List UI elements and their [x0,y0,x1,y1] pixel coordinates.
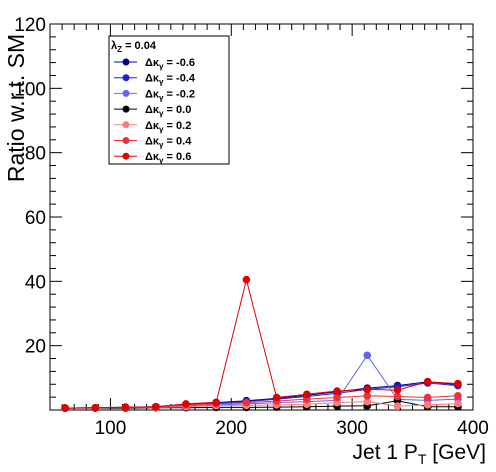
data-point [212,398,220,407]
legend-marker [122,137,130,144]
data-point [242,398,251,407]
data-point [393,386,402,394]
data-point [423,377,432,386]
legend-label: Δκγ = -0.2 [145,88,195,102]
data-point [454,379,462,388]
legend-label: Δκγ = 0.4 [145,136,192,150]
data-point [333,393,341,402]
y-tick-label: 80 [25,144,46,165]
data-point [303,390,311,399]
legend-marker [122,152,130,160]
legend-marker [122,105,130,113]
y-tick-label: 60 [25,208,46,229]
data-point [151,402,160,411]
axes: 100 200 300 400 20 40 60 80 100 120 [14,15,489,439]
data-point [363,392,372,400]
legend-marker [122,74,130,82]
x-tick-label: 400 [457,418,489,439]
legend-label: Δκγ = -0.6 [145,57,195,71]
data-point [272,393,281,402]
x-axis-label-unit: [GeV] [426,441,486,464]
y-tick-label: 40 [25,272,46,293]
data-point [333,387,341,395]
series-group [61,275,462,412]
data-point [363,351,372,360]
data-point [423,401,432,409]
data-point [363,397,372,406]
x-tick-label: 100 [95,418,127,439]
x-axis-label: Jet 1 PT [GeV] [353,441,486,467]
data-point [61,404,69,412]
data-point [363,385,372,394]
x-tick-label: 300 [336,418,368,439]
legend-label: Δκγ = 0.0 [145,104,191,118]
legend-header: λZ = 0.04 [111,40,157,54]
data-point [91,403,100,412]
legend-label: Δκγ = 0.6 [145,151,191,165]
legend-box [108,35,230,165]
data-point [393,392,402,401]
y-tick-label: 120 [14,15,46,36]
legend-marker [122,58,130,66]
data-point [454,399,462,408]
data-point [423,393,432,402]
series-line [65,400,458,409]
y-tick-label: 20 [25,337,46,358]
y-tick-label: 100 [14,79,46,100]
x-tick-label: 200 [215,418,247,439]
y-axis-label: Ratio w.r.t. SM [3,34,29,182]
legend-label: Δκγ = 0.2 [145,120,191,134]
data-point [242,275,251,284]
data-point [182,400,190,408]
data-point [454,392,462,400]
legend-marker [122,89,130,97]
legend-header-subscript: Z [117,45,122,54]
legend-label: Δκγ = -0.4 [145,73,196,87]
series-line [65,279,458,409]
data-point [393,402,402,410]
legend-header-value: = 0.04 [122,40,157,52]
data-point [121,403,130,411]
x-axis-label-subscript: T [418,451,427,467]
legend-marker [122,121,130,129]
